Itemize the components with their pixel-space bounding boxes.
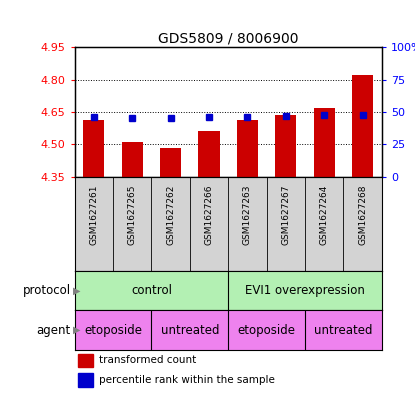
Bar [198,132,220,177]
Text: GSM1627264: GSM1627264 [320,184,329,245]
Text: transformed count: transformed count [99,355,197,365]
Bar [83,119,105,177]
Text: ▶: ▶ [73,325,80,335]
Text: untreated: untreated [314,323,373,337]
Text: GSM1627265: GSM1627265 [128,184,137,245]
Text: GSM1627267: GSM1627267 [281,184,290,245]
Text: protocol: protocol [22,284,71,298]
Bar [314,108,335,177]
Text: GSM1627266: GSM1627266 [205,184,214,245]
Text: EVI1 overexpression: EVI1 overexpression [245,284,365,298]
Text: GSM1627262: GSM1627262 [166,184,175,245]
Bar [160,148,181,177]
Bar [237,119,258,177]
Bar [78,373,93,387]
Text: etoposide: etoposide [238,323,295,337]
Text: GSM1627261: GSM1627261 [89,184,98,245]
Bar [352,75,373,177]
Text: ▶: ▶ [73,286,80,296]
Text: etoposide: etoposide [84,323,142,337]
Bar [275,115,296,177]
Title: GDS5809 / 8006900: GDS5809 / 8006900 [158,32,298,46]
Bar [122,142,143,177]
Bar [78,354,93,367]
Text: untreated: untreated [161,323,219,337]
Text: control: control [131,284,172,298]
Text: agent: agent [36,323,71,337]
Text: GSM1627268: GSM1627268 [358,184,367,245]
Text: GSM1627263: GSM1627263 [243,184,252,245]
Text: percentile rank within the sample: percentile rank within the sample [99,375,275,385]
